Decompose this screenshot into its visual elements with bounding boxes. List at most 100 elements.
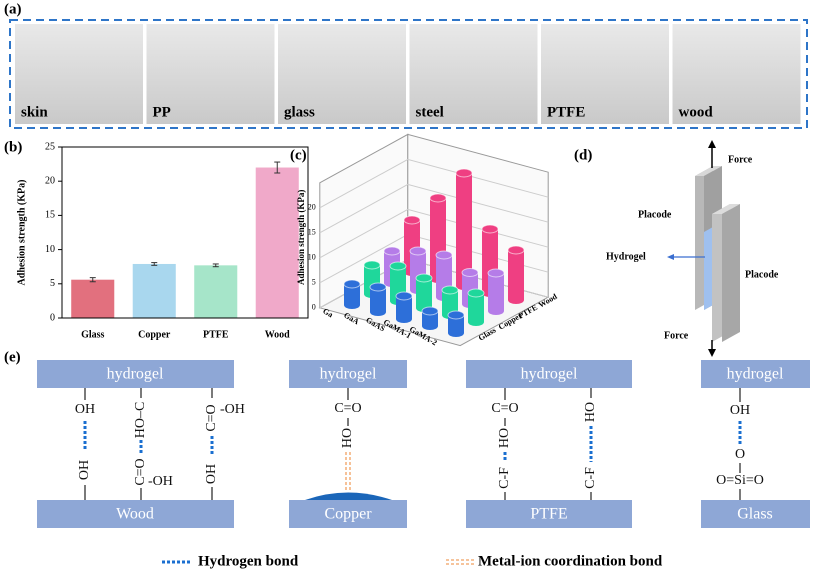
y-tick-label: 0 (50, 312, 55, 323)
group: OH (730, 403, 750, 418)
photo-label: steel (416, 104, 444, 120)
group: HO (340, 428, 355, 448)
bar (344, 284, 360, 305)
bar-chart: (b) Adhesion strength (KPa) 0 5 10 15 20 25 Glas… (4, 139, 309, 340)
bar-top (383, 246, 401, 256)
bar-top (467, 288, 485, 298)
box-label: PTFE (530, 506, 567, 523)
x-tick-label: Glass (81, 329, 104, 340)
box-label: Wood (116, 506, 154, 523)
y-tick-label: 15 (45, 210, 55, 221)
photo-label: wood (679, 104, 714, 120)
group: C-F (583, 467, 598, 489)
group: OH (75, 402, 95, 417)
bar-top (369, 282, 387, 292)
group: C=O (133, 458, 148, 485)
y-tick-label: 25 (45, 141, 55, 152)
bar (396, 296, 412, 319)
box-label: hydrogel (320, 366, 377, 383)
bar-top (363, 260, 381, 270)
bar-top (461, 268, 479, 277)
panel-label: (c) (290, 147, 307, 163)
label: Hydrogel (606, 251, 646, 262)
label: Placode (638, 209, 672, 220)
copper-layer (305, 492, 392, 500)
group: O (735, 447, 745, 462)
bar (508, 250, 524, 300)
group: HO (497, 428, 512, 448)
bar (71, 279, 115, 318)
group: HO (583, 402, 598, 422)
bar-top (389, 261, 407, 271)
label: Placode (745, 269, 779, 280)
group: -OH (220, 402, 245, 417)
y-tick-label: 10 (45, 244, 55, 255)
plot-frame (61, 146, 309, 319)
bar-top (441, 285, 459, 295)
photo (146, 24, 275, 124)
photo (672, 24, 801, 124)
bar (488, 273, 504, 311)
panel-label: (d) (574, 147, 592, 163)
bar (442, 290, 458, 315)
box-label: hydrogel (521, 366, 578, 383)
z-tick-label: 20 (308, 203, 316, 212)
substrate-box (466, 500, 632, 528)
bar (132, 263, 176, 318)
hydrogel-box (466, 360, 632, 388)
group: OH (77, 460, 92, 480)
photo (278, 24, 406, 124)
box-label: hydrogel (727, 366, 784, 383)
grid-line (319, 208, 549, 259)
y-tick-label: 20 (45, 175, 55, 186)
panel-label: (b) (4, 139, 22, 155)
bar-top (415, 273, 433, 283)
photo-label: PTFE (547, 104, 585, 120)
arrow-head (667, 254, 674, 260)
label: Force (728, 154, 753, 165)
x-tick-label: PTFE (203, 329, 229, 340)
box-label: Glass (737, 506, 773, 523)
y-tick-label: 5 (50, 278, 55, 289)
photo-label: PP (153, 104, 171, 120)
z-tick-label: 5 (312, 278, 316, 287)
photo-label: skin (21, 104, 48, 120)
group: C=O (334, 401, 361, 416)
photo (409, 24, 538, 124)
legend-label: Metal-ion coordination bond (478, 553, 663, 569)
legend-label: Hydrogen bond (198, 553, 299, 569)
group: O=Si=O (716, 473, 764, 488)
bar (194, 265, 238, 318)
bar-top (447, 310, 465, 320)
bar (370, 287, 386, 312)
bar-top (487, 268, 505, 278)
z-tick-label: 10 (308, 253, 316, 262)
x-tick-label: Ga (321, 306, 334, 319)
bar-top (409, 246, 427, 256)
plate (695, 166, 722, 176)
substrate-box (289, 500, 407, 528)
hydrogel-box (37, 360, 234, 388)
z-tick-label: 15 (308, 228, 316, 237)
bar (255, 167, 299, 318)
box-label: Copper (324, 506, 372, 523)
grid-line (319, 183, 549, 234)
bar (456, 173, 472, 286)
substrate-box (701, 500, 810, 528)
label: Force (664, 330, 689, 341)
panel-label: (a) (4, 1, 22, 17)
hydrogel-box (701, 360, 810, 388)
group: -OH (148, 474, 173, 489)
bar-top (429, 193, 447, 203)
arrow-head (708, 349, 716, 357)
bar-top (403, 215, 421, 225)
photo (541, 24, 669, 124)
hydrogel-box (289, 360, 407, 388)
arrow-head (708, 140, 716, 148)
photo (15, 24, 143, 124)
plate (712, 204, 740, 214)
bar-top (481, 224, 499, 234)
bar-top (507, 245, 525, 255)
photo-row: skin PP glass steel PTFE wood (15, 24, 801, 124)
